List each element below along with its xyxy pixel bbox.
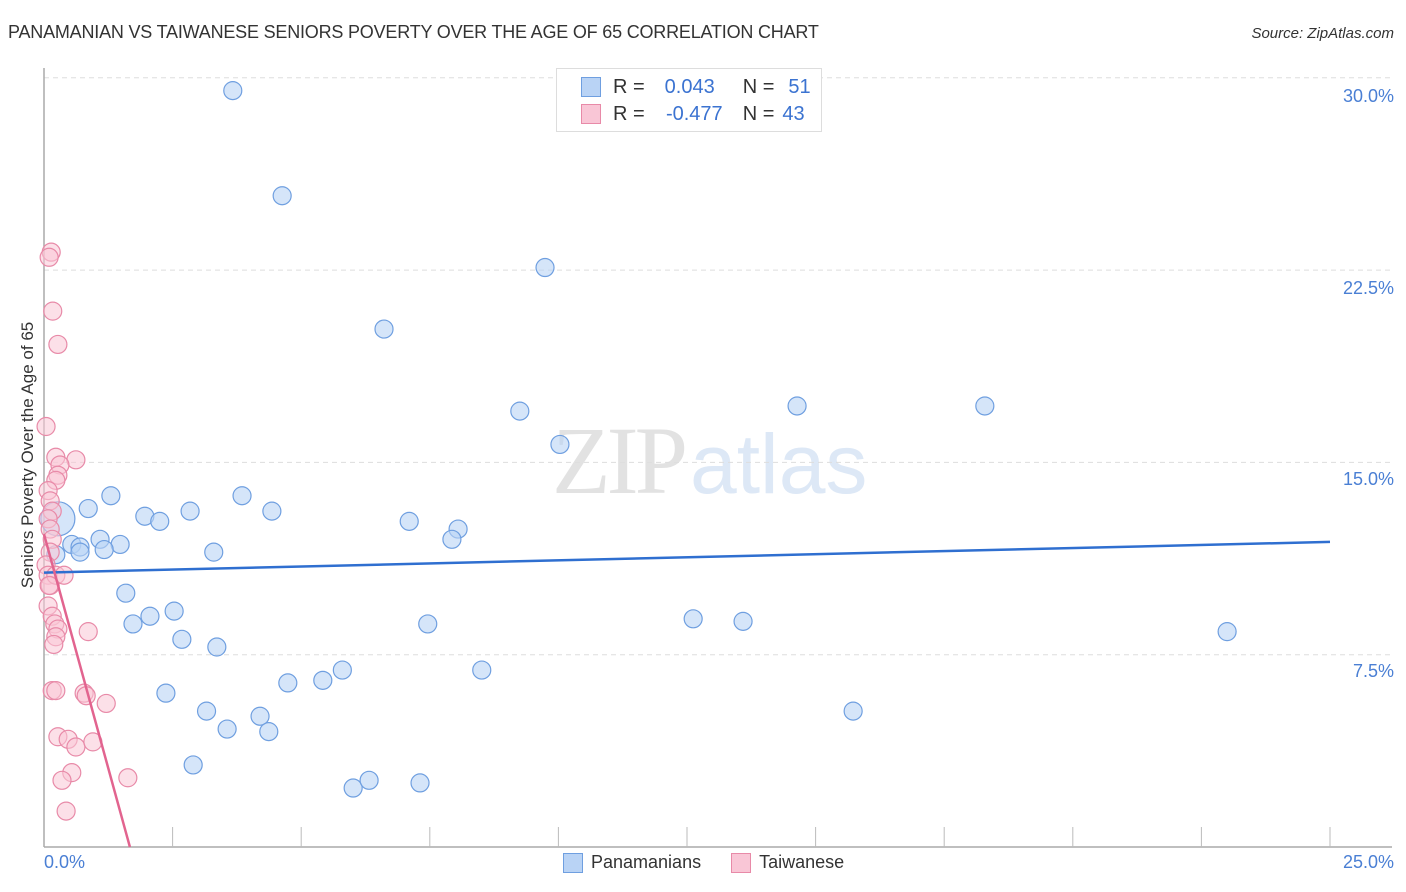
x-tick-max: 25.0% [1342, 852, 1394, 872]
panamanian-point [101, 486, 121, 506]
r-value: 0.043 [664, 75, 715, 98]
panamanian-point [975, 396, 995, 416]
panamanian-point [123, 614, 143, 634]
pink-swatch-icon [731, 852, 752, 873]
panamanian-point [683, 609, 703, 629]
panamanian-point [207, 637, 227, 657]
panamanian-point [787, 396, 807, 416]
taiwanese-point [56, 801, 76, 821]
taiwanese-point [52, 770, 72, 790]
panamanian-point [418, 614, 438, 634]
panamanian-point [204, 542, 224, 562]
panamanian-point [510, 401, 530, 421]
taiwanese-point [118, 768, 138, 788]
r-label: R = [613, 75, 645, 98]
legend-row-panamanians: R = 0.043 N = 51 [581, 75, 811, 99]
panamanian-point [374, 319, 394, 339]
watermark: ZIPatlas [552, 405, 867, 516]
panamanian-point [550, 434, 570, 455]
panamanian-point [196, 701, 217, 721]
legend-label: Taiwanese [759, 852, 845, 872]
y-tick-7-5: 7.5% [1352, 661, 1394, 681]
taiwanese-point [46, 680, 66, 701]
panamanian-point [343, 778, 363, 798]
y-tick-15: 15.0% [1342, 469, 1394, 489]
panamanian-point [1217, 622, 1237, 642]
pink-swatch-icon [581, 104, 601, 124]
panamanian-point [223, 81, 243, 101]
taiwanese-point [36, 416, 56, 437]
panamanian-point [217, 719, 237, 739]
panamanian-point [250, 706, 270, 726]
panamanian-point [180, 501, 200, 521]
x-tick-min: 0.0% [44, 852, 86, 872]
panamanian-point [262, 501, 282, 521]
bottom-legend: Panamanians Taiwanese [563, 852, 874, 873]
watermark-zip: ZIP [552, 407, 688, 514]
panamanian-point [278, 673, 298, 693]
panamanian-point [733, 611, 753, 631]
n-label: N = [742, 102, 775, 125]
legend-row-taiwanese: R = -0.477 N = 43 [581, 102, 805, 126]
panamanian-point [843, 701, 863, 721]
panamanian-point [410, 773, 430, 793]
panamanian-point [399, 511, 419, 531]
panamanian-point [259, 722, 279, 742]
panamanian-point [110, 534, 130, 555]
taiwanese-point [44, 634, 64, 655]
panamanian-point [164, 601, 184, 621]
blue-swatch-icon [581, 77, 601, 97]
panamanian-point [140, 606, 160, 626]
panamanian-trendline [43, 540, 1331, 574]
panamanian-point [535, 257, 555, 278]
legend-item-panamanians[interactable]: Panamanians [563, 852, 701, 873]
taiwanese-point [66, 737, 86, 757]
n-value: 43 [782, 102, 805, 125]
panamanian-point [94, 539, 114, 560]
legend-label: Panamanians [591, 852, 702, 872]
n-value: 51 [788, 75, 811, 98]
taiwanese-point [48, 334, 68, 355]
stats-legend: R = 0.043 N = 51 R = -0.477 N = 43 [556, 68, 822, 132]
panamanian-point [272, 186, 292, 206]
r-label: R = [613, 102, 645, 125]
y-axis-label: Seniors Poverty Over the Age of 65 [18, 321, 37, 589]
taiwanese-point [43, 301, 63, 321]
taiwanese-trendline [42, 533, 132, 848]
taiwanese-point [39, 247, 59, 267]
n-label: N = [742, 75, 775, 98]
panamanian-point [172, 629, 192, 649]
panamanian-point [150, 511, 170, 531]
panamanian-point [472, 660, 492, 680]
panamanian-point [332, 660, 352, 680]
chart-title: PANAMANIAN VS TAIWANESE SENIORS POVERTY … [8, 22, 819, 42]
legend-item-taiwanese[interactable]: Taiwanese [731, 852, 844, 873]
panamanian-point [116, 583, 136, 603]
y-tick-30: 30.0% [1342, 86, 1394, 106]
taiwanese-point [66, 450, 86, 470]
panamanian-point [442, 529, 462, 549]
blue-swatch-icon [563, 852, 583, 873]
panamanian-point [359, 770, 379, 790]
panamanian-point [156, 683, 176, 703]
panamanian-point [70, 542, 90, 562]
taiwanese-point [78, 622, 98, 642]
watermark-atlas: atlas [690, 417, 868, 511]
y-tick-22-5: 22.5% [1342, 278, 1394, 298]
panamanian-point [78, 498, 98, 519]
panamanian-point [313, 670, 333, 690]
taiwanese-point [96, 693, 116, 714]
r-value: -0.477 [665, 102, 723, 125]
panamanian-point [183, 755, 203, 775]
panamanian-point [232, 486, 252, 506]
source-label: Source: ZipAtlas.com [1251, 25, 1394, 42]
